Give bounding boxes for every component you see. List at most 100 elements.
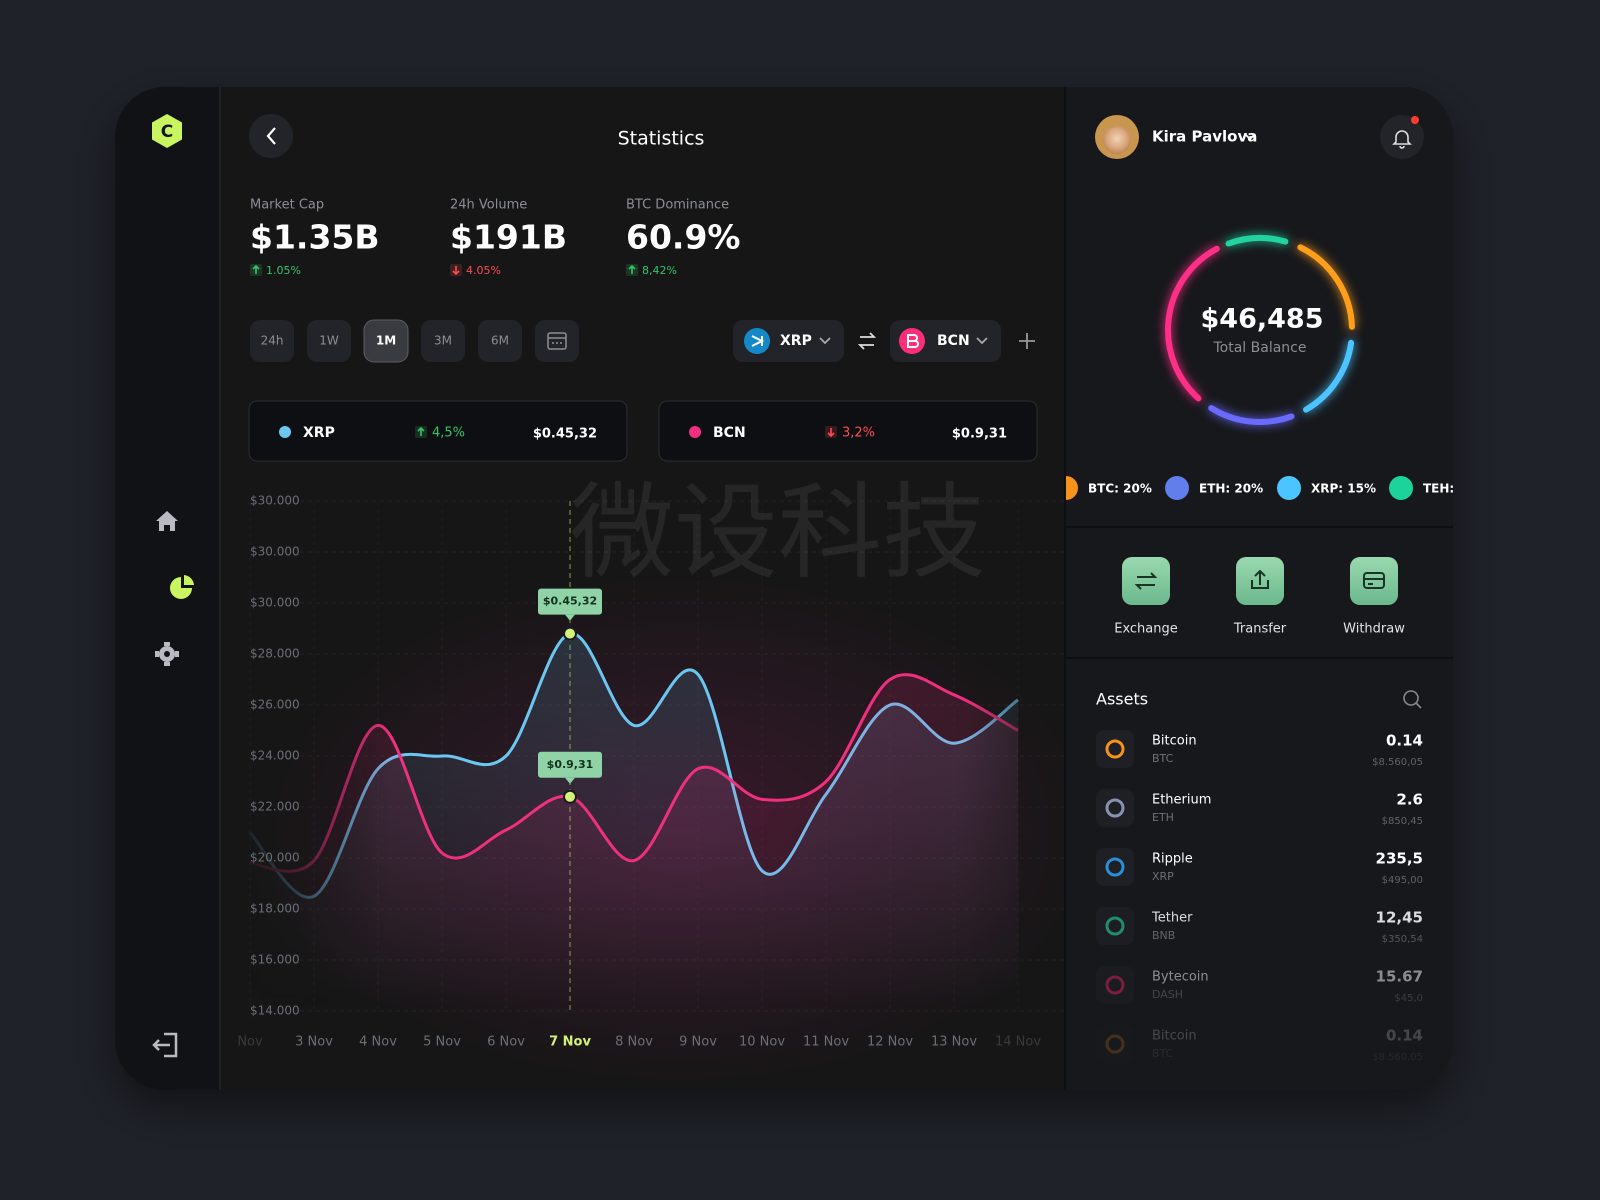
logo[interactable]	[152, 114, 182, 148]
search-handle	[1415, 702, 1422, 709]
logout-icon[interactable]	[152, 1032, 178, 1058]
action-label: Withdraw	[1343, 622, 1405, 637]
asset-name: Ripple	[1152, 852, 1193, 867]
xrp-glyph	[751, 335, 765, 347]
allocation-icon	[1066, 476, 1078, 500]
add-pair[interactable]	[1019, 333, 1035, 349]
series-line	[249, 673, 1019, 873]
asset-row[interactable]: Bytecoin DASH 15.67 $45,0	[1096, 966, 1423, 1004]
series-group	[248, 632, 1019, 1011]
y-tick-label: $24.000	[250, 749, 300, 763]
stat-label: BTC Dominance	[626, 198, 729, 213]
trend-arrow	[827, 428, 835, 438]
period-label: 1W	[319, 334, 339, 348]
asset-icon-box	[1096, 730, 1134, 768]
notifications[interactable]	[1380, 115, 1424, 159]
ring-segment	[1208, 405, 1295, 425]
ring-segment	[1225, 235, 1289, 247]
exchange-button[interactable]	[1122, 557, 1170, 605]
asset-row[interactable]: Bitcoin BTC 0.14 $8.560,05	[1096, 1025, 1423, 1063]
asset-ticker: ETH	[1152, 811, 1174, 824]
chevron	[976, 337, 988, 345]
asset-row[interactable]: Ripple XRP 235,5 $495,00	[1096, 848, 1423, 886]
search-icon[interactable]	[1403, 690, 1419, 706]
y-tick-label: $26.000	[250, 698, 300, 712]
y-tick-label: $18.000	[250, 902, 300, 916]
asset-row[interactable]: Etherium ETH 2.6 $850,45	[1096, 789, 1423, 827]
allocation-icon	[1389, 476, 1413, 500]
series-area	[250, 674, 1018, 1011]
period-button[interactable]	[250, 320, 294, 362]
asset-row[interactable]: Bitcoin BTC 0.14 $8.560,05	[1096, 730, 1423, 768]
asset-value: $8.560,05	[1372, 757, 1423, 768]
x-tick-label: 7 Nov	[549, 1035, 591, 1050]
x-tick-label: 13 Nov	[931, 1035, 977, 1050]
asset-name: Tether	[1151, 911, 1193, 926]
legend-price: $0.45,32	[533, 427, 597, 442]
arrow	[152, 1039, 170, 1051]
asset-ticker: DASH	[1152, 988, 1183, 1001]
asset-ticker: BNB	[1152, 929, 1175, 942]
legend-price: $0.9,31	[952, 427, 1007, 442]
x-tick-label: 8 Nov	[615, 1035, 653, 1050]
tooltip-pointer	[565, 614, 575, 621]
logo-letter: C	[161, 122, 173, 142]
allocation-icon	[1165, 476, 1189, 500]
calendar-button[interactable]	[535, 320, 579, 362]
back-button[interactable]	[249, 114, 293, 158]
trend-arrow	[252, 264, 260, 274]
x-tick-label: 5 Nov	[423, 1035, 461, 1050]
stat-label: Market Cap	[250, 198, 324, 213]
stats-icon[interactable]	[170, 577, 192, 599]
y-tick-label: $28.000	[250, 647, 300, 661]
trend-arrow	[417, 426, 425, 436]
tooltip-label: $0.9,31	[547, 758, 594, 771]
period-button[interactable]	[363, 319, 409, 363]
asset-icon	[1105, 916, 1125, 936]
action-label: Exchange	[1114, 622, 1178, 637]
period-button[interactable]	[307, 320, 351, 362]
ring-segment	[1165, 245, 1220, 402]
withdraw-icon	[1363, 572, 1385, 589]
allocation-label: TEH:	[1423, 482, 1454, 496]
tooltip	[538, 751, 602, 778]
swap-icon[interactable]	[857, 332, 877, 350]
asset-icon-box	[1096, 789, 1134, 827]
bell-icon	[1392, 130, 1412, 149]
period-label: 1M	[376, 334, 396, 348]
avatar-face	[1103, 126, 1131, 154]
asset-amount: 235,5	[1376, 850, 1423, 868]
asset-name: Bitcoin	[1152, 734, 1197, 749]
settings-icon[interactable]	[155, 642, 179, 666]
chevron[interactable]	[1244, 133, 1256, 141]
asset-row[interactable]: Tether BNB 12,45 $350,54	[1096, 907, 1423, 945]
asset-value: $350,54	[1382, 934, 1423, 945]
watermark: 微设科技	[570, 471, 986, 593]
stat-label: 24h Volume	[450, 198, 527, 213]
period-button[interactable]	[421, 320, 465, 362]
asset-icon	[1105, 739, 1125, 759]
stat-change: 8,42%	[642, 264, 677, 277]
x-tick-label: 10 Nov	[739, 1035, 785, 1050]
withdraw-button[interactable]	[1350, 557, 1398, 605]
profile-name: Kira Pavlova	[1152, 128, 1257, 146]
tooltip-pointer	[565, 777, 575, 784]
bcn-glyph	[907, 334, 919, 348]
period-button[interactable]	[478, 320, 522, 362]
right-dynamic: BTC: 20% ETH: 20% XRP: 15% TEH: Bitcoin BTC 0.…	[1066, 476, 1454, 1063]
asset-name: Bitcoin	[1152, 1029, 1197, 1044]
trend-arrow	[452, 266, 460, 276]
asset-value: $850,45	[1382, 816, 1423, 827]
ring-segment	[1303, 339, 1355, 413]
stat-value: 60.9%	[626, 218, 741, 257]
assets-title: Assets	[1096, 690, 1148, 709]
allocation-label: ETH: 20%	[1199, 482, 1263, 496]
highlight-point	[563, 789, 577, 804]
allocation-label: XRP: 15%	[1311, 482, 1376, 496]
gear-hole	[164, 651, 170, 657]
home-icon[interactable]	[156, 511, 178, 531]
pair-from-label: XRP	[780, 333, 812, 349]
exchange-icon	[1134, 572, 1158, 590]
legend-name: BCN	[713, 425, 746, 441]
